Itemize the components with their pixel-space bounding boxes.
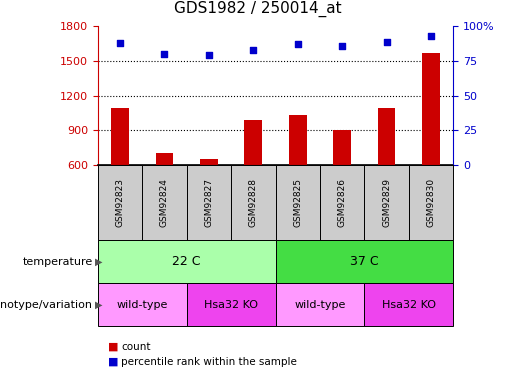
Text: GSM92826: GSM92826 — [338, 178, 347, 227]
Text: GSM92829: GSM92829 — [382, 178, 391, 227]
Point — [116, 40, 124, 46]
Text: Hsa32 KO: Hsa32 KO — [382, 300, 436, 310]
Point — [205, 53, 213, 58]
Text: 37 C: 37 C — [350, 255, 379, 268]
Bar — [333, 130, 351, 165]
Bar — [422, 53, 440, 165]
Point — [249, 47, 258, 53]
Text: GSM92823: GSM92823 — [115, 178, 125, 227]
Point — [383, 39, 391, 45]
Point — [338, 43, 346, 49]
Text: GSM92824: GSM92824 — [160, 178, 169, 227]
Text: ■: ■ — [108, 357, 118, 367]
Text: ▶: ▶ — [95, 256, 103, 267]
Bar — [245, 120, 262, 165]
Point — [294, 41, 302, 47]
Text: wild-type: wild-type — [116, 300, 168, 310]
Text: ▶: ▶ — [95, 300, 103, 310]
Point — [427, 33, 435, 39]
Bar — [289, 115, 306, 165]
Point — [160, 51, 168, 57]
Text: GSM92827: GSM92827 — [204, 178, 213, 227]
Text: genotype/variation: genotype/variation — [0, 300, 93, 310]
Text: percentile rank within the sample: percentile rank within the sample — [121, 357, 297, 367]
Text: 22 C: 22 C — [173, 255, 201, 268]
Bar — [156, 153, 174, 165]
Bar — [111, 108, 129, 165]
Text: wild-type: wild-type — [294, 300, 346, 310]
Text: GSM92828: GSM92828 — [249, 178, 258, 227]
Text: ■: ■ — [108, 342, 118, 352]
Bar — [200, 159, 218, 165]
Text: GSM92825: GSM92825 — [293, 178, 302, 227]
Text: temperature: temperature — [23, 256, 93, 267]
Text: GDS1982 / 250014_at: GDS1982 / 250014_at — [174, 1, 341, 17]
Text: count: count — [121, 342, 150, 352]
Text: Hsa32 KO: Hsa32 KO — [204, 300, 258, 310]
Bar — [377, 108, 396, 165]
Text: GSM92830: GSM92830 — [426, 178, 436, 227]
